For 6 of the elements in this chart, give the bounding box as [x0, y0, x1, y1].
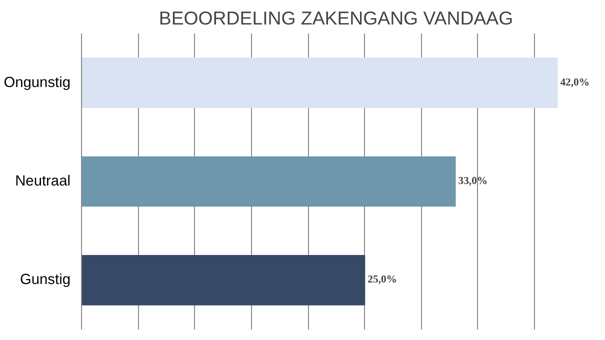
y-tick-label: Neutraal — [15, 174, 71, 190]
chart-title: BEOORDELING ZAKENGANG VANDAAG — [158, 8, 514, 28]
data-label: 42,0% — [560, 77, 590, 88]
y-tick-label: Gunstig — [20, 272, 71, 288]
y-tick-label: Ongunstig — [4, 74, 70, 91]
data-label: 25,0% — [368, 274, 397, 286]
